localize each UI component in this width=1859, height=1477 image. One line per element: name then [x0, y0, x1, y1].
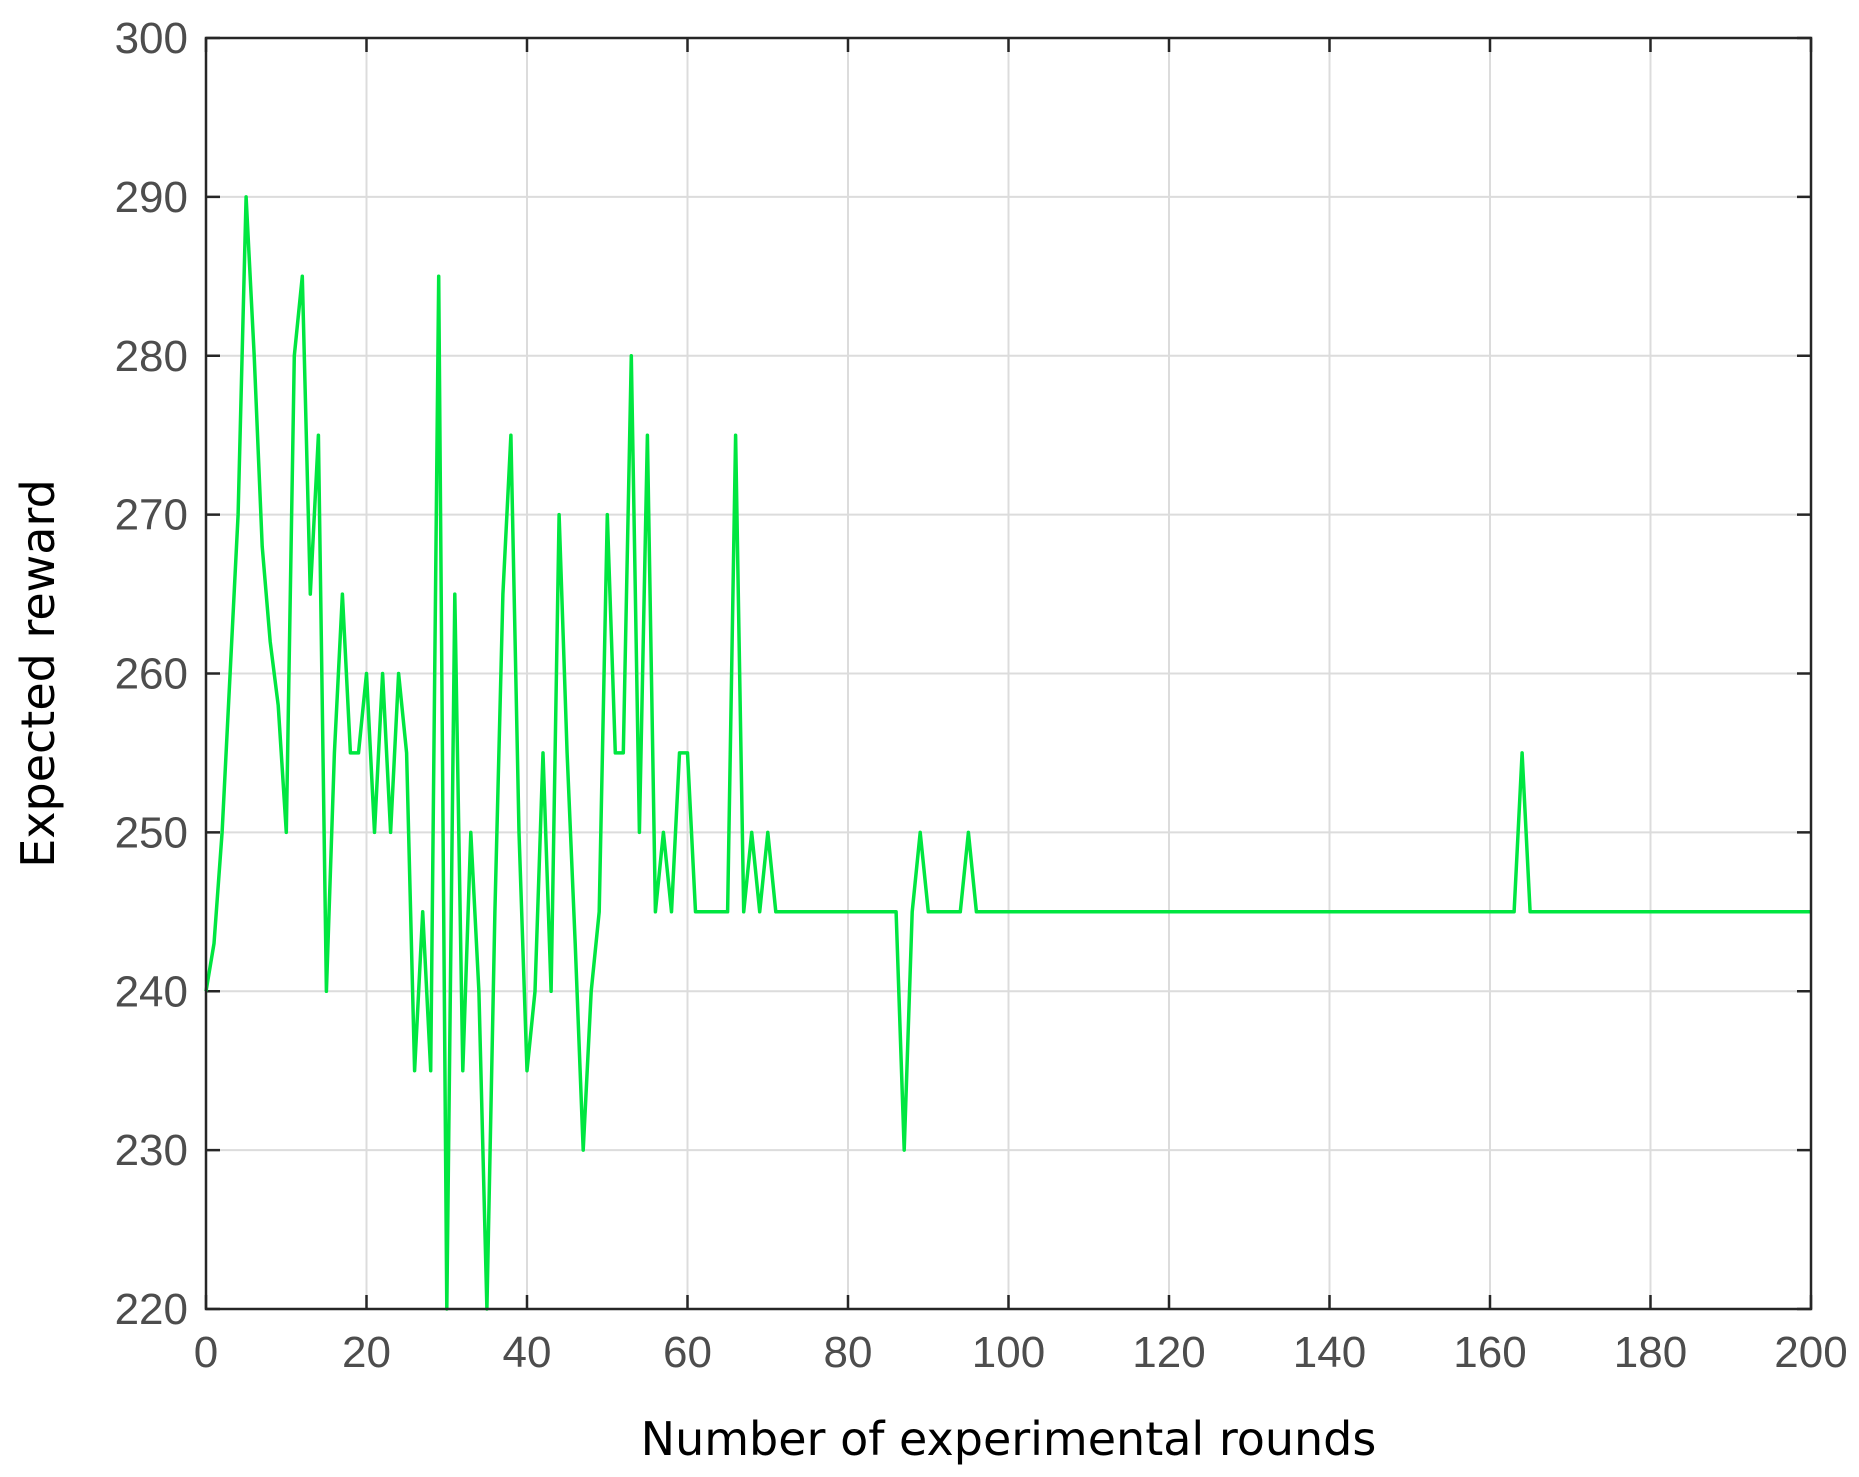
- y-tick-label: 250: [115, 808, 188, 857]
- y-tick-label: 290: [115, 173, 188, 222]
- x-tick-label: 40: [503, 1328, 552, 1377]
- x-tick-labels: 0 20 40 60 80 100 120 140 160 180 200: [194, 1328, 1848, 1377]
- series-layer: [204, 195, 1811, 1311]
- y-tick-label: 300: [115, 14, 188, 63]
- x-tick-label: 0: [194, 1328, 218, 1377]
- x-tick-label: 80: [824, 1328, 873, 1377]
- x-tick-label: 160: [1453, 1328, 1526, 1377]
- y-tick-label: 270: [115, 491, 188, 540]
- grid-lines: [206, 38, 1811, 1309]
- x-axis-title: Number of experimental rounds: [641, 1412, 1377, 1466]
- x-tick-label: 120: [1132, 1328, 1205, 1377]
- x-tick-label: 180: [1614, 1328, 1687, 1377]
- plot-frame: [204, 36, 1813, 1311]
- y-tick-label: 280: [115, 332, 188, 381]
- y-tick-label: 220: [115, 1285, 188, 1334]
- x-tick-label: 200: [1774, 1328, 1847, 1377]
- x-tick-label: 100: [972, 1328, 1045, 1377]
- y-axis-title: Expected reward: [11, 479, 65, 868]
- reward-series-line: [204, 195, 1811, 1311]
- y-tick-label: 240: [115, 967, 188, 1016]
- y-tick-labels: 220 230 240 250 260 270 280 290 300: [115, 14, 188, 1334]
- x-tick-label: 20: [342, 1328, 391, 1377]
- x-tick-label: 60: [663, 1328, 712, 1377]
- x-tick-label: 140: [1293, 1328, 1366, 1377]
- y-tick-label: 230: [115, 1126, 188, 1175]
- y-tick-label: 260: [115, 650, 188, 699]
